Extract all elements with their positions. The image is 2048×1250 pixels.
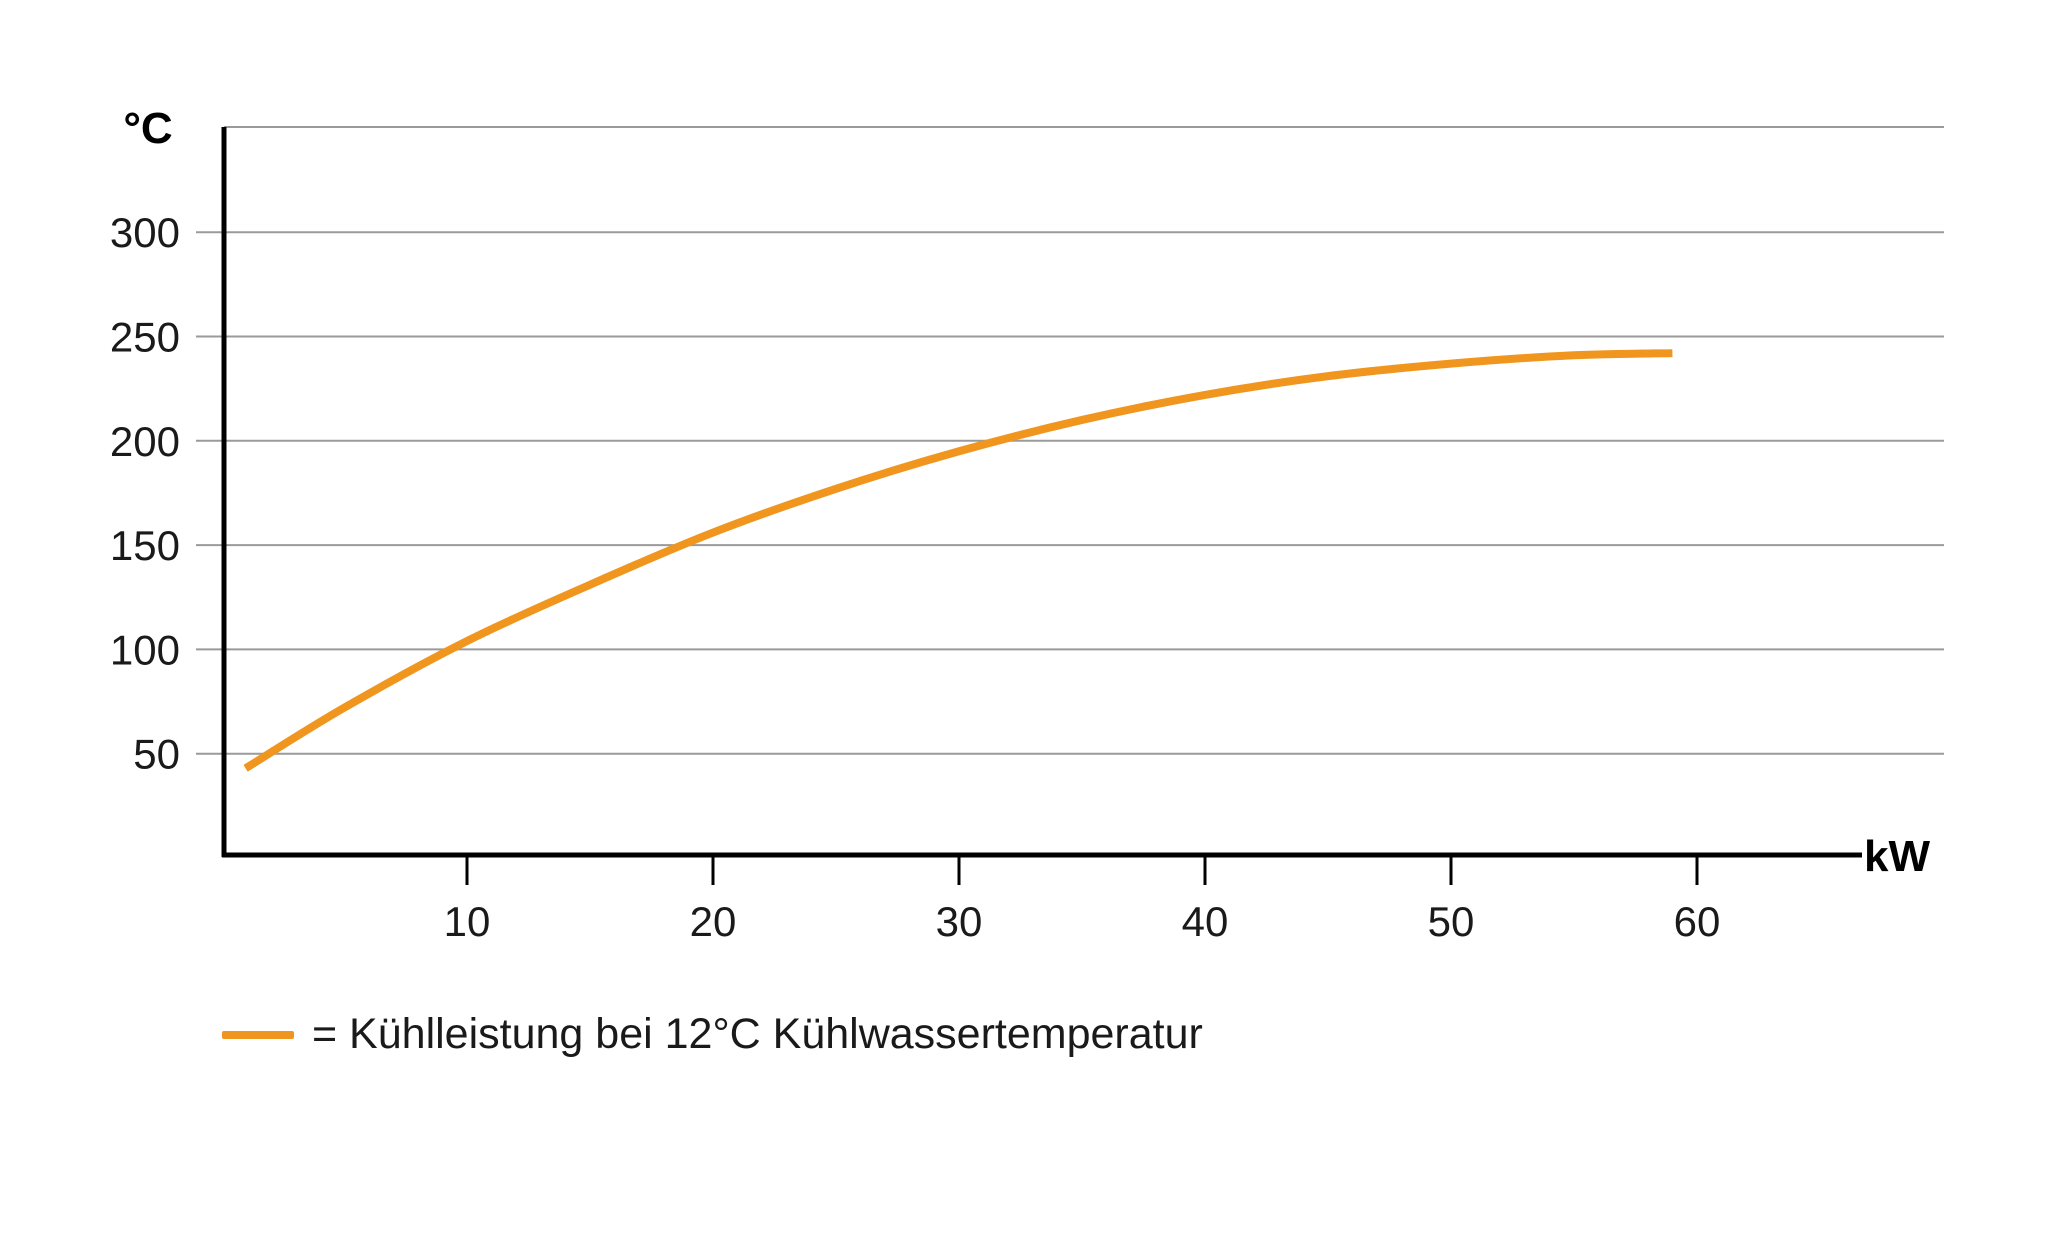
ticks: 50 100 150 200 250 300 10 20 30 40 50 60 <box>110 209 1720 945</box>
legend: = Kühlleistung bei 12°C Kühlwassertemper… <box>222 1010 1203 1059</box>
x-tick-label: 60 <box>1674 898 1721 945</box>
x-tick-label: 20 <box>690 898 737 945</box>
y-axis-unit-label: °C <box>123 104 172 153</box>
x-axis-unit-label: kW <box>1864 832 1930 881</box>
x-tick-label: 30 <box>936 898 983 945</box>
legend-swatch <box>222 1030 294 1039</box>
y-tick-label: 100 <box>110 626 180 673</box>
series-line <box>243 349 1673 772</box>
y-tick-label: 150 <box>110 522 180 569</box>
series-layer <box>243 349 1673 772</box>
legend-label: = Kühlleistung bei 12°C Kühlwassertemper… <box>312 1010 1203 1058</box>
x-tick-label: 10 <box>444 898 491 945</box>
y-tick-label: 50 <box>133 731 180 778</box>
y-tick-label: 250 <box>110 314 180 361</box>
axes <box>221 127 1862 858</box>
y-tick-label: 200 <box>110 418 180 465</box>
grid-lines <box>196 126 1944 755</box>
x-tick-label: 50 <box>1428 898 1475 945</box>
x-tick-label: 40 <box>1182 898 1229 945</box>
y-tick-label: 300 <box>110 209 180 256</box>
